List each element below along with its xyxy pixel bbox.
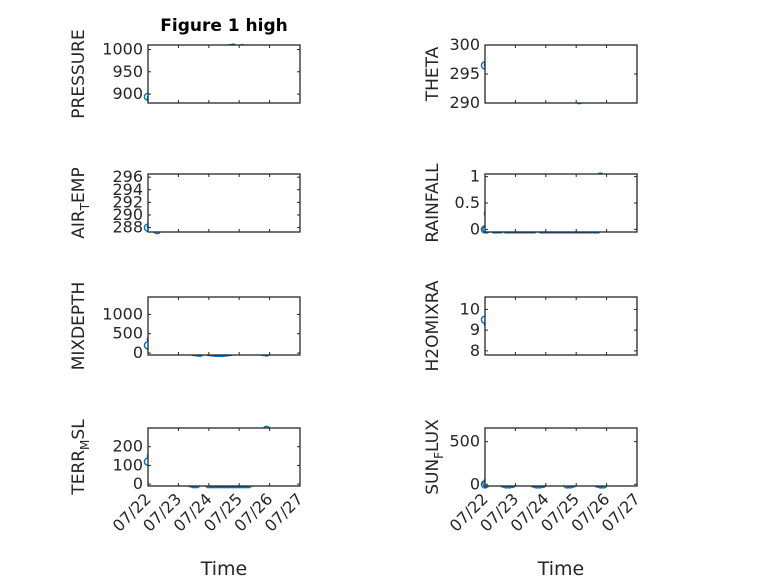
y-tick-label: 8 [470,341,480,360]
subplot-theta: 290 295 300 THETA [423,35,638,112]
x-axis-label-right: Time [537,558,585,580]
axis-frame [484,44,638,104]
y-tick-label: 1000 [102,304,143,323]
y-axis-label-pressure: PRESSURE [69,29,89,118]
y-tick-label: 290 [449,93,480,112]
y-tick-label: 200 [112,437,143,456]
y-axis-label-rainfall: RAINFALL [423,163,443,243]
subplot-terr-msl: 07/2207/2307/2407/2507/2607/270100200TER… [69,419,307,536]
y-tick-label: 500 [112,324,143,343]
figure-title: Figure 1 high [160,16,288,36]
axis-frame [147,427,301,487]
subplot-sun-flux: 07/2207/2307/2407/2507/2607/270500SUNFLU… [423,419,644,536]
axis-frame [484,173,638,233]
axis-frame [484,296,638,356]
y-tick-label: 292 [112,192,143,211]
axis-frame [147,173,301,233]
y-tick-label: 100 [112,455,143,474]
y-tick-label: 950 [112,62,143,81]
subplot-h2omixra: 8 9 10 H2OMIXRA [423,280,638,372]
y-tick-label: 296 [112,167,143,186]
y-tick-label: 10 [460,299,480,318]
axis-frame [484,427,638,487]
x-axis-label-left: Time [200,558,248,580]
y-tick-label: 0 [133,343,143,362]
y-tick-label: 500 [449,432,480,451]
y-tick-label: 1000 [102,39,143,58]
subplot-rainfall: 0 0.5 1 RAINFALL [423,163,638,243]
axis-frame [147,44,301,104]
subplot-pressure: 900 950 1000 PRESSURE [69,29,301,119]
y-tick-label: 300 [449,35,480,54]
y-tick-label: 0 [470,219,480,238]
y-tick-label: 9 [470,320,480,339]
y-tick-label: 0 [133,474,143,493]
y-tick-label: 290 [112,205,143,224]
y-tick-label: 288 [112,218,143,237]
y-axis-label-h2omixra: H2OMIXRA [423,280,443,371]
y-tick-label: 1 [470,167,480,186]
y-tick-label: 294 [112,180,143,199]
y-tick-label: 0 [470,474,480,493]
axis-frame [147,296,301,356]
y-tick-label: 295 [449,64,480,83]
y-axis-label-terr-msl: TERRMSL [69,419,92,496]
y-axis-label-theta: THETA [423,46,443,102]
y-axis-label-mixdepth: MIXDEPTH [69,282,89,371]
y-tick-label: 0.5 [455,193,480,212]
y-axis-label-sun-flux: SUNFLUX [423,419,446,495]
y-axis-label-air-temp: AIRTEMP [69,167,92,238]
y-tick-label: 900 [112,84,143,103]
